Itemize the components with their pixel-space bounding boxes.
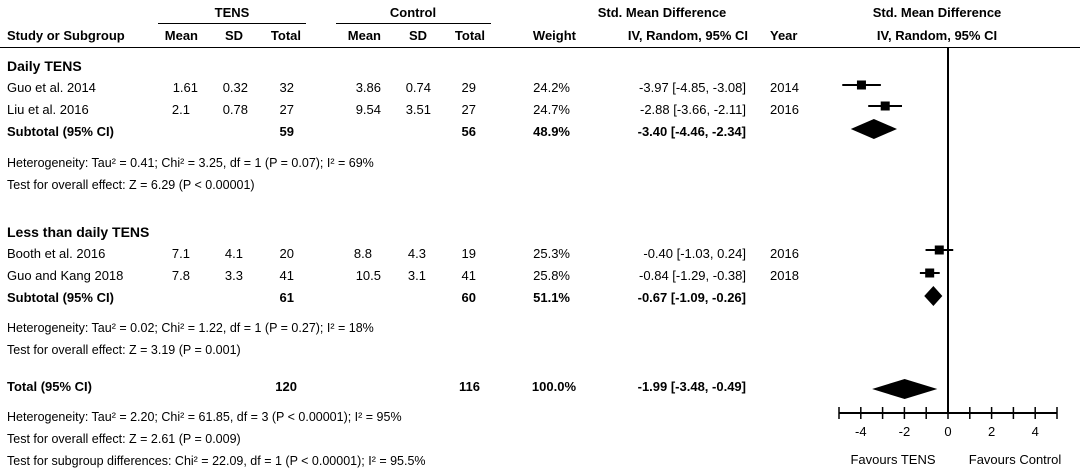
subtotal-ci: -0.67 [-1.09, -0.26]	[637, 290, 746, 305]
ci-value: -3.97 [-4.85, -3.08]	[639, 80, 746, 95]
x-tick-label: -2	[899, 424, 911, 439]
heterogeneity-text: Heterogeneity: Tau² = 2.20; Chi² = 61.85…	[7, 410, 402, 424]
x-tick-label: 2	[988, 424, 995, 439]
tens-mean: 7.8	[171, 268, 190, 283]
smd-group-header: Std. Mean Difference	[597, 5, 727, 20]
total-tens-total: 120	[275, 379, 297, 394]
study-year: 2014	[770, 80, 799, 95]
tens-sd: 4.1	[224, 246, 243, 261]
subtotal-weight: 51.1%	[533, 290, 570, 305]
tens-total: 32	[279, 80, 294, 95]
ctrl-mean: 8.8	[353, 246, 372, 261]
tens-sd: 3.3	[224, 268, 243, 283]
pooled-diamond	[850, 119, 897, 139]
study-year: 2016	[770, 102, 799, 117]
weight: 24.7%	[533, 102, 570, 117]
study-square	[925, 268, 935, 278]
x-tick-label: 0	[944, 424, 951, 439]
study-square	[934, 245, 944, 255]
ctrl-total: 27	[461, 102, 476, 117]
col-year: Year	[770, 28, 798, 43]
study-name: Booth et al. 2016	[7, 246, 106, 261]
subtotal-label: Subtotal (95% CI)	[7, 124, 114, 139]
total-label: Total (95% CI)	[7, 379, 92, 394]
tens-sd: 0.32	[222, 80, 248, 95]
ctrl-sd: 4.3	[407, 246, 426, 261]
ci-value: -0.84 [-1.29, -0.38]	[639, 268, 746, 283]
weight: 24.2%	[533, 80, 570, 95]
col-tens-sd: SD	[224, 28, 243, 43]
weight: 25.3%	[533, 246, 570, 261]
overall-effect-text: Test for overall effect: Z = 3.19 (P = 0…	[7, 343, 241, 357]
subtotal-tens-total: 59	[279, 124, 294, 139]
tens-total: 41	[279, 268, 294, 283]
x-tick-label: -4	[855, 424, 867, 439]
favours-right-label: Favours Control	[968, 452, 1062, 467]
ctrl-mean: 10.5	[355, 268, 381, 283]
heterogeneity-text: Heterogeneity: Tau² = 0.02; Chi² = 1.22,…	[7, 321, 374, 335]
study-name: Liu et al. 2016	[7, 102, 89, 117]
study-square	[856, 80, 866, 90]
ctrl-total: 19	[461, 246, 476, 261]
plot-method: IV, Random, 95% CI	[876, 28, 998, 43]
weight: 25.8%	[533, 268, 570, 283]
col-study: Study or Subgroup	[7, 28, 125, 43]
study-name: Guo and Kang 2018	[7, 268, 124, 283]
overall-effect-text: Test for overall effect: Z = 6.29 (P < 0…	[7, 178, 255, 192]
control-header-rule	[336, 23, 491, 24]
col-ctrl-sd: SD	[408, 28, 427, 43]
col-ctrl-total: Total	[454, 28, 485, 43]
subgroup-differences-text: Test for subgroup differences: Chi² = 22…	[7, 454, 426, 468]
study-name: Guo et al. 2014	[7, 80, 96, 95]
ctrl-sd: 0.74	[405, 80, 431, 95]
subtotal-weight: 48.9%	[533, 124, 570, 139]
overall-effect-text: Test for overall effect: Z = 2.61 (P = 0…	[7, 432, 241, 446]
total-ci: -1.99 [-3.48, -0.49]	[637, 379, 746, 394]
ctrl-sd: 3.1	[407, 268, 426, 283]
tens-sd: 0.78	[222, 102, 248, 117]
subgroup-title: Daily TENS	[7, 58, 82, 74]
tens-group-header: TENS	[214, 5, 250, 20]
pooled-diamond	[872, 379, 938, 399]
header-bottom-rule	[0, 47, 1080, 48]
ctrl-mean: 3.86	[355, 80, 381, 95]
tens-total: 27	[279, 102, 294, 117]
tens-mean: 7.1	[171, 246, 190, 261]
ctrl-mean: 9.54	[355, 102, 381, 117]
study-square	[880, 101, 890, 111]
col-ctrl-mean: Mean	[347, 28, 381, 43]
study-year: 2016	[770, 246, 799, 261]
ctrl-total: 41	[461, 268, 476, 283]
ci-value: -2.88 [-3.66, -2.11]	[640, 102, 746, 117]
total-weight: 100.0%	[531, 379, 576, 394]
tens-mean: 2.1	[171, 102, 190, 117]
heterogeneity-text: Heterogeneity: Tau² = 0.41; Chi² = 3.25,…	[7, 156, 374, 170]
control-group-header: Control	[389, 5, 437, 20]
study-year: 2018	[770, 268, 799, 283]
subtotal-ctrl-total: 56	[461, 124, 476, 139]
subtotal-ci: -3.40 [-4.46, -2.34]	[637, 124, 746, 139]
plot-title: Std. Mean Difference	[872, 5, 1002, 20]
subtotal-ctrl-total: 60	[461, 290, 476, 305]
tens-header-rule	[158, 23, 306, 24]
x-tick-label: 4	[1032, 424, 1039, 439]
col-weight: Weight	[532, 28, 576, 43]
tens-total: 20	[279, 246, 294, 261]
subgroup-title: Less than daily TENS	[7, 224, 150, 240]
subtotal-label: Subtotal (95% CI)	[7, 290, 114, 305]
tens-mean: 1.61	[172, 80, 198, 95]
col-tens-mean: Mean	[164, 28, 198, 43]
ctrl-total: 29	[461, 80, 476, 95]
ci-value: -0.40 [-1.03, 0.24]	[643, 246, 746, 261]
col-method: IV, Random, 95% CI	[627, 28, 748, 43]
pooled-diamond	[924, 286, 943, 306]
col-tens-total: Total	[270, 28, 301, 43]
total-ctrl-total: 116	[459, 379, 480, 394]
subtotal-tens-total: 61	[279, 290, 294, 305]
favours-left-label: Favours TENS	[850, 452, 936, 467]
ctrl-sd: 3.51	[405, 102, 431, 117]
